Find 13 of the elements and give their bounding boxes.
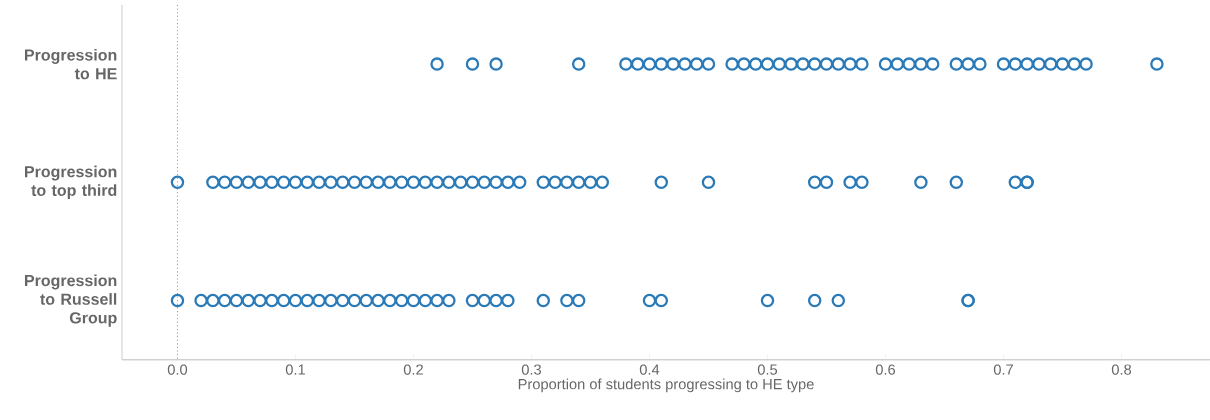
x-tick-label: 0.7 (993, 364, 1013, 375)
x-tick-label: 0.4 (639, 364, 660, 375)
x-tick-label: 0.5 (757, 364, 778, 375)
x-tick-label: 0.8 (1111, 364, 1132, 375)
x-tick-label: 0.2 (403, 364, 423, 375)
x-tick-label: 0.0 (167, 364, 188, 375)
x-tick-label: 0.6 (875, 364, 896, 375)
x-tick-label: 0.3 (521, 364, 542, 375)
y-tick-label: Progression to HE (25, 48, 117, 80)
x-axis-title: Proportion of students progressing to HE type (518, 378, 814, 393)
y-tick-label: Progression to top third (25, 165, 117, 200)
x-tick-label: 0.1 (285, 364, 305, 375)
y-tick-label: Progression to Russell Group (25, 274, 117, 327)
